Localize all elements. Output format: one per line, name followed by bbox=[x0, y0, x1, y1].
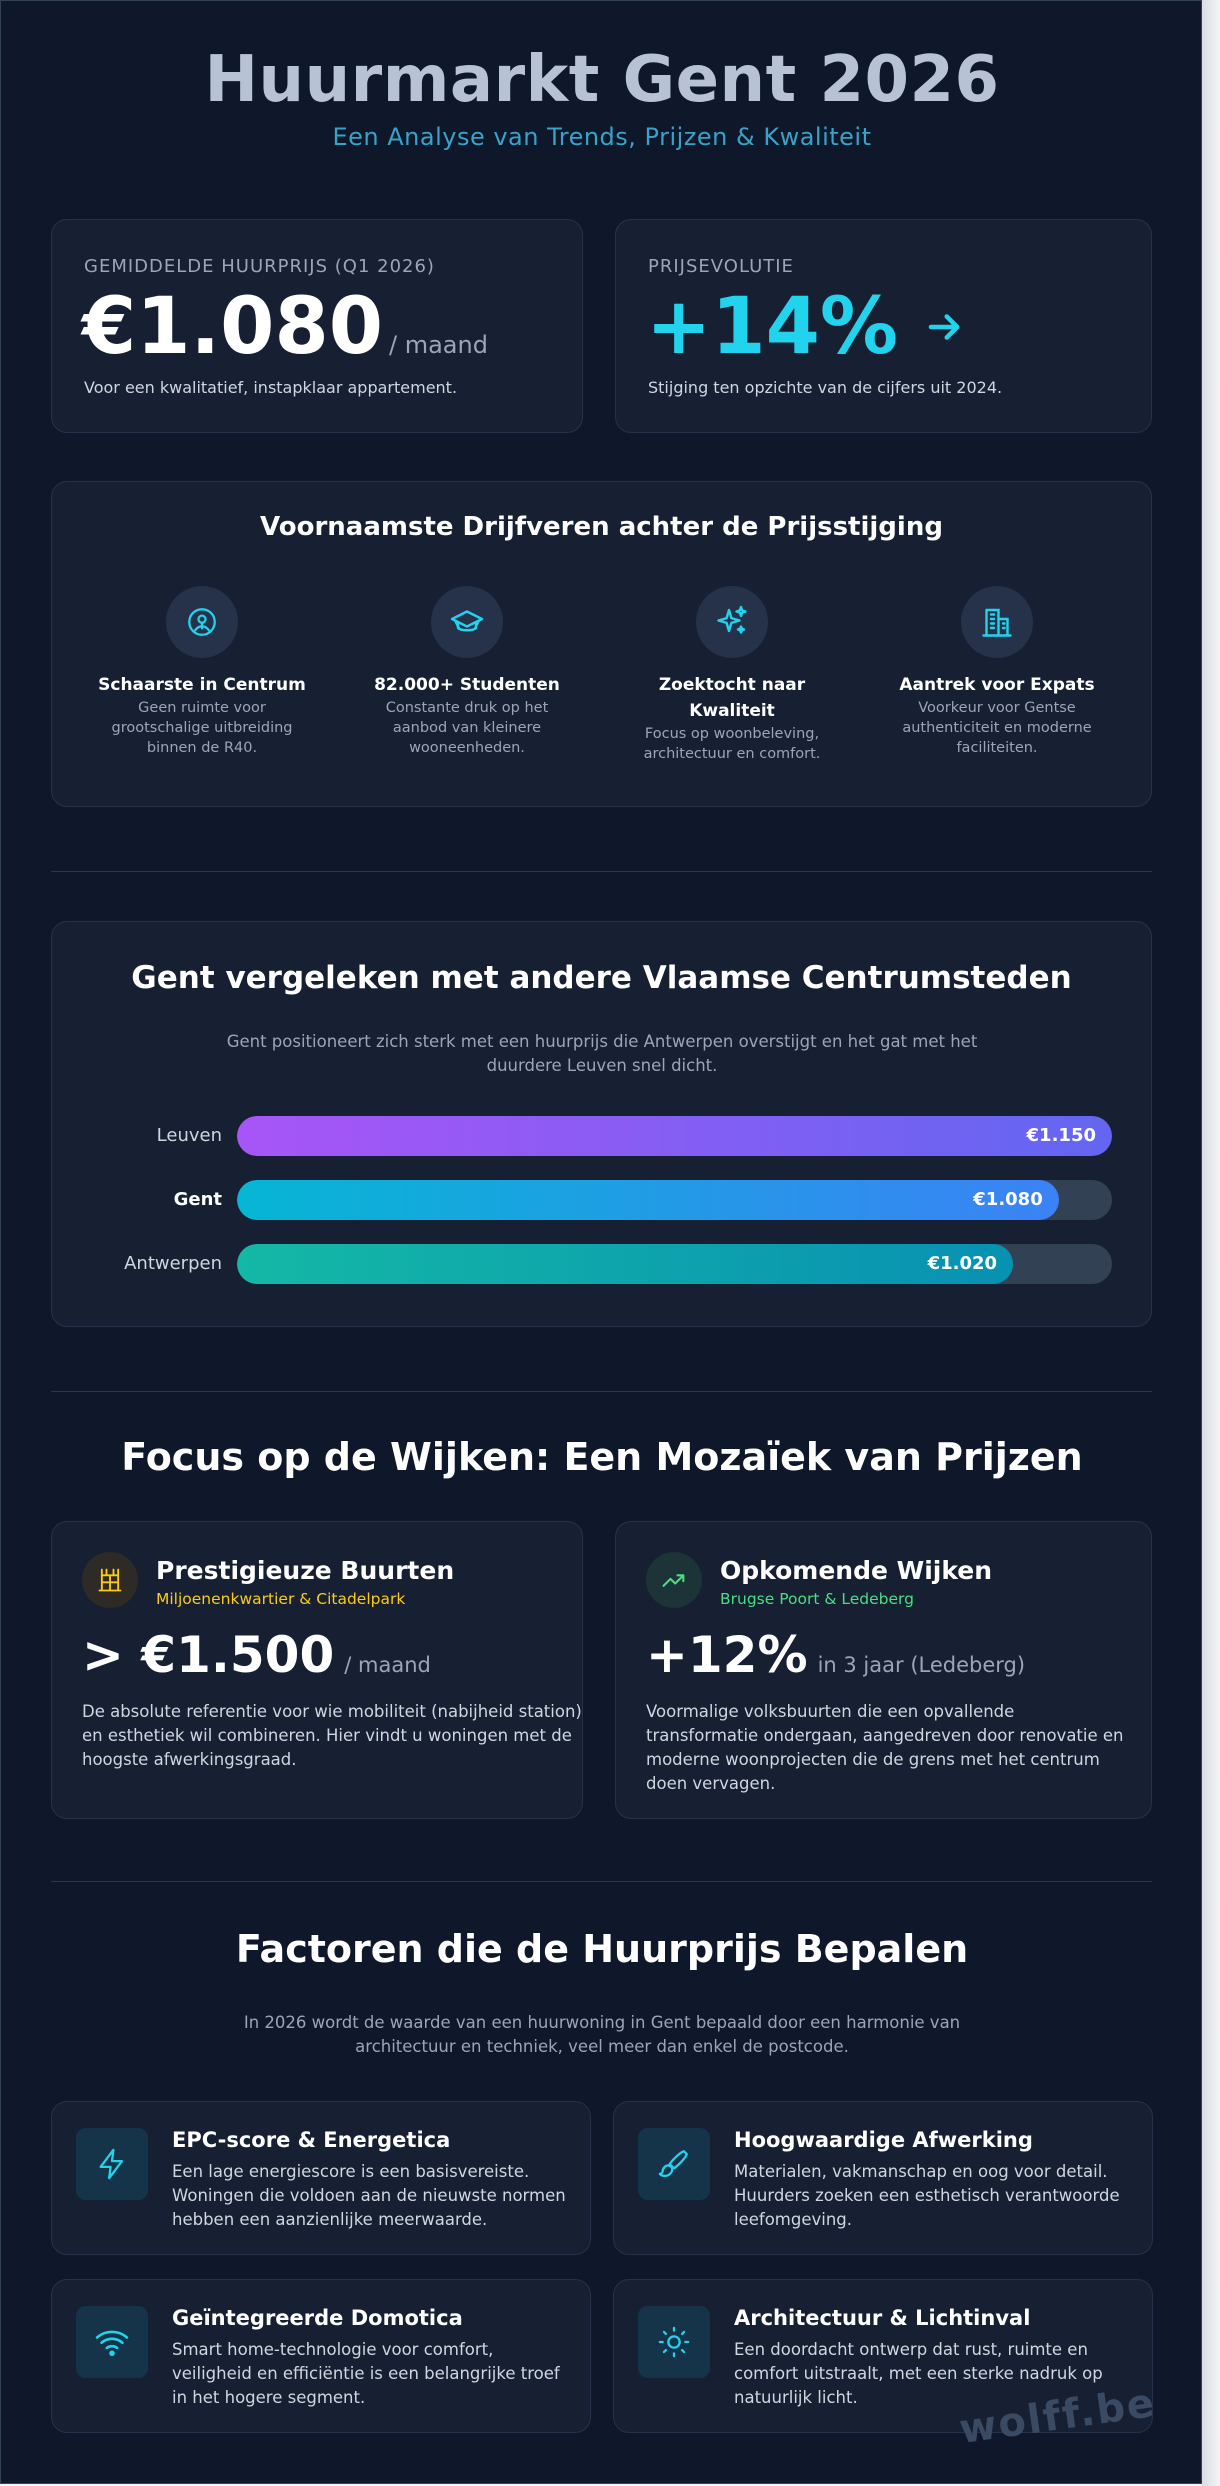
factors-title: Factoren die de Huurprijs Bepalen bbox=[235, 1927, 969, 1971]
trend-up-icon bbox=[646, 1552, 702, 1608]
section-divider bbox=[51, 871, 1152, 872]
driver-title: Aantrek voor Expats bbox=[899, 675, 1095, 695]
bar-label: Leuven bbox=[156, 1125, 222, 1146]
factor-card: EPC-score & Energetica Een lage energies… bbox=[51, 2101, 591, 2255]
graduation-cap-icon bbox=[431, 586, 503, 658]
bar-row-gent: Gent €1.080 bbox=[52, 1180, 1153, 1220]
stat-value: €1.080/ maand bbox=[82, 282, 488, 372]
stat-value: +14% bbox=[646, 282, 966, 372]
page-subtitle: Een Analyse van Trends, Prijzen & Kwalit… bbox=[332, 123, 872, 151]
wijk-title: Opkomende Wijken bbox=[720, 1556, 993, 1585]
prestige-neighbourhood-card: Prestigieuze Buurten Miljoenenkwartier &… bbox=[51, 1521, 583, 1819]
driver-item: Aantrek voor Expats Voorkeur voor Gentse… bbox=[892, 586, 1102, 758]
factor-title: EPC-score & Energetica bbox=[172, 2128, 451, 2152]
price-evolution-card: PRIJSEVOLUTIE +14% Stijging ten opzichte… bbox=[615, 219, 1152, 433]
factor-title: Geïntegreerde Domotica bbox=[172, 2306, 463, 2330]
factor-text: Een doordacht ontwerp dat rust, ruimte e… bbox=[734, 2340, 1103, 2407]
castle-icon bbox=[82, 1552, 138, 1608]
factors-intro: In 2026 wordt de waarde van een huurwoni… bbox=[243, 2013, 961, 2056]
lightning-icon bbox=[76, 2128, 148, 2200]
comparison-intro: Gent positioneert zich sterk met een huu… bbox=[226, 1032, 978, 1075]
bar-row-antwerpen: Antwerpen €1.020 bbox=[52, 1244, 1153, 1284]
bar-row-leuven: Leuven €1.150 bbox=[52, 1116, 1153, 1156]
wijk-subtitle: Miljoenenkwartier & Citadelpark bbox=[156, 1590, 406, 1608]
wijk-value: > €1.500 / maand bbox=[82, 1626, 431, 1684]
factor-card: Hoogwaardige Afwerking Materialen, vakma… bbox=[613, 2101, 1153, 2255]
bar-label: Gent bbox=[173, 1189, 222, 1210]
page-shadow bbox=[1202, 0, 1220, 2486]
section-divider bbox=[51, 1391, 1152, 1392]
sparkles-icon bbox=[696, 586, 768, 658]
paint-brush-icon bbox=[638, 2128, 710, 2200]
bar-value: €1.080 bbox=[973, 1189, 1043, 1210]
wijk-unit: in 3 jaar (Ledeberg) bbox=[817, 1653, 1026, 1677]
driver-item: Schaarste in Centrum Geen ruimte voor gr… bbox=[97, 586, 307, 758]
wijk-title: Prestigieuze Buurten bbox=[156, 1556, 455, 1585]
factor-text: Materialen, vakmanschap en oog voor deta… bbox=[734, 2162, 1120, 2229]
bar-value: €1.020 bbox=[927, 1253, 998, 1274]
map-pin-icon bbox=[166, 586, 238, 658]
bar-label: Antwerpen bbox=[124, 1253, 222, 1274]
stat-label: GEMIDDELDE HUURPRIJS (Q1 2026) bbox=[84, 256, 435, 277]
city-comparison-card: Gent vergeleken met andere Vlaamse Centr… bbox=[51, 921, 1152, 1327]
comparison-title: Gent vergeleken met andere Vlaamse Centr… bbox=[131, 960, 1072, 996]
wijk-unit: / maand bbox=[344, 1653, 431, 1677]
stat-note: Stijging ten opzichte van de cijfers uit… bbox=[648, 378, 1003, 397]
bar-fill: €1.080 bbox=[237, 1180, 1059, 1220]
wijk-text: De absolute referentie voor wie mobilite… bbox=[82, 1702, 582, 1769]
bar-track: €1.150 bbox=[237, 1116, 1112, 1156]
driver-title: 82.000+ Studenten bbox=[374, 675, 560, 695]
stat-note: Voor een kwalitatief, instapklaar appart… bbox=[84, 378, 458, 397]
driver-text: Constante druk op het aanbod van kleiner… bbox=[385, 700, 549, 756]
building-icon bbox=[961, 586, 1033, 658]
wijken-title: Focus op de Wijken: Een Mozaïek van Prij… bbox=[121, 1435, 1083, 1479]
bar-value: €1.150 bbox=[1026, 1125, 1096, 1146]
factor-text: Een lage energiescore is een basisvereis… bbox=[172, 2162, 566, 2229]
arrow-right-icon bbox=[924, 306, 966, 348]
factor-title: Hoogwaardige Afwerking bbox=[734, 2128, 1033, 2152]
bar-fill: €1.020 bbox=[237, 1244, 1014, 1284]
driver-text: Geen ruimte voor grootschalige uitbreidi… bbox=[111, 700, 293, 756]
drivers-title: Voornaamste Drijfveren achter de Prijsst… bbox=[260, 512, 943, 542]
factor-card: Architectuur & Lichtinval Een doordacht … bbox=[613, 2279, 1153, 2433]
driver-text: Voorkeur voor Gentse authenticiteit en m… bbox=[902, 700, 1092, 756]
bar-track: €1.020 bbox=[237, 1244, 1112, 1284]
wijk-growth: +12% bbox=[646, 1626, 808, 1684]
factor-card: Geïntegreerde Domotica Smart home-techno… bbox=[51, 2279, 591, 2433]
page-title: Huurmarkt Gent 2026 bbox=[204, 43, 1000, 117]
driver-item: 82.000+ Studenten Constante druk op het … bbox=[362, 586, 572, 758]
wijk-value: +12% in 3 jaar (Ledeberg) bbox=[646, 1626, 1025, 1684]
sun-icon bbox=[638, 2306, 710, 2378]
stat-label: PRIJSEVOLUTIE bbox=[648, 256, 794, 277]
driver-title: Schaarste in Centrum bbox=[98, 675, 306, 695]
average-rent-value: €1.080 bbox=[82, 282, 383, 372]
average-rent-card: GEMIDDELDE HUURPRIJS (Q1 2026) €1.080/ m… bbox=[51, 219, 583, 433]
factor-text: Smart home-technologie voor comfort, vei… bbox=[172, 2340, 560, 2407]
section-divider bbox=[51, 1881, 1152, 1882]
bar-track: €1.080 bbox=[237, 1180, 1112, 1220]
factor-title: Architectuur & Lichtinval bbox=[734, 2306, 1031, 2330]
driver-text: Focus op woonbeleving, architectuur en c… bbox=[643, 726, 821, 762]
emerging-neighbourhood-card: Opkomende Wijken Brugse Poort & Ledeberg… bbox=[615, 1521, 1152, 1819]
wijk-price: > €1.500 bbox=[82, 1626, 335, 1684]
drivers-card: Voornaamste Drijfveren achter de Prijsst… bbox=[51, 481, 1152, 807]
wijk-subtitle: Brugse Poort & Ledeberg bbox=[720, 1590, 914, 1608]
wijk-text: Voormalige volksbuurten die een opvallen… bbox=[646, 1702, 1124, 1793]
bar-fill: €1.150 bbox=[237, 1116, 1112, 1156]
stat-unit: / maand bbox=[389, 331, 488, 359]
price-evolution-value: +14% bbox=[646, 282, 899, 372]
driver-item: Zoektocht naar Kwaliteit Focus op woonbe… bbox=[627, 586, 837, 764]
wifi-icon bbox=[76, 2306, 148, 2378]
driver-title: Zoektocht naar Kwaliteit bbox=[658, 675, 806, 721]
